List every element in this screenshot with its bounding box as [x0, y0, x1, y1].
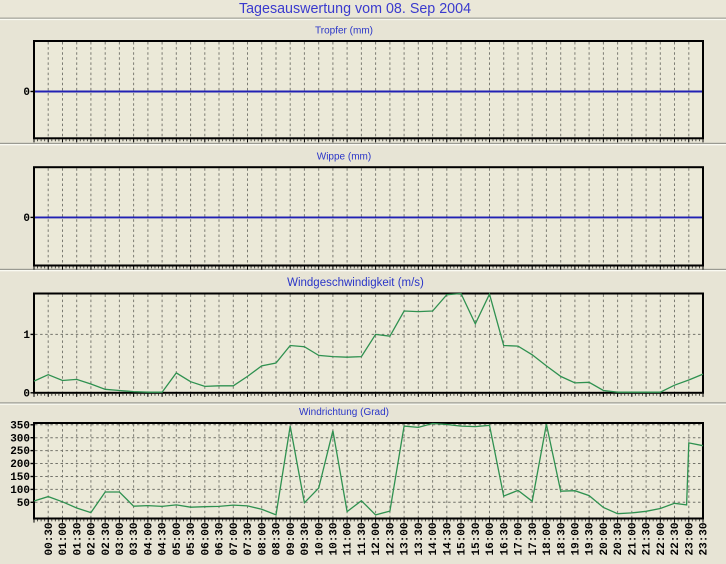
svg-text:02:30: 02:30	[101, 522, 113, 555]
svg-text:13:30: 13:30	[414, 522, 426, 555]
svg-text:100: 100	[10, 485, 30, 497]
svg-text:22:30: 22:30	[670, 522, 682, 555]
svg-text:05:00: 05:00	[172, 522, 184, 555]
svg-text:12:00: 12:00	[371, 522, 383, 555]
svg-text:11:30: 11:30	[357, 522, 369, 555]
svg-text:15:30: 15:30	[471, 522, 483, 555]
svg-text:21:30: 21:30	[642, 522, 654, 555]
svg-text:14:00: 14:00	[428, 522, 440, 555]
svg-text:07:00: 07:00	[229, 522, 241, 555]
svg-text:08:30: 08:30	[272, 522, 284, 555]
svg-text:0: 0	[23, 87, 30, 99]
svg-text:14:30: 14:30	[442, 522, 454, 555]
svg-text:00:30: 00:30	[44, 522, 56, 555]
svg-text:17:30: 17:30	[528, 522, 540, 555]
svg-text:07:30: 07:30	[243, 522, 255, 555]
svg-text:10:00: 10:00	[314, 522, 326, 555]
svg-text:200: 200	[10, 459, 30, 471]
svg-text:1: 1	[23, 330, 30, 342]
svg-text:19:30: 19:30	[585, 522, 597, 555]
svg-text:13:00: 13:00	[400, 522, 412, 555]
svg-text:04:00: 04:00	[144, 522, 156, 555]
svg-text:22:00: 22:00	[656, 522, 668, 555]
svg-text:09:00: 09:00	[286, 522, 298, 555]
svg-text:Windrichtung (Grad): Windrichtung (Grad)	[299, 407, 389, 418]
svg-text:09:30: 09:30	[300, 522, 312, 555]
svg-text:300: 300	[10, 433, 30, 445]
svg-text:06:00: 06:00	[200, 522, 212, 555]
svg-text:18:30: 18:30	[556, 522, 568, 555]
svg-text:250: 250	[10, 446, 30, 458]
svg-text:16:30: 16:30	[499, 522, 511, 555]
svg-text:03:00: 03:00	[115, 522, 127, 555]
svg-text:Tropfer (mm): Tropfer (mm)	[315, 26, 373, 37]
svg-text:0: 0	[23, 388, 30, 400]
svg-text:16:00: 16:00	[485, 522, 497, 555]
svg-text:05:30: 05:30	[186, 522, 198, 555]
svg-text:21:00: 21:00	[627, 522, 639, 555]
svg-text:20:00: 20:00	[599, 522, 611, 555]
svg-text:10:30: 10:30	[329, 522, 341, 555]
svg-text:06:30: 06:30	[215, 522, 227, 555]
svg-text:0: 0	[23, 213, 30, 225]
svg-text:02:00: 02:00	[87, 522, 99, 555]
svg-text:01:00: 01:00	[58, 522, 70, 555]
svg-text:17:00: 17:00	[514, 522, 526, 555]
svg-text:04:30: 04:30	[158, 522, 170, 555]
svg-text:15:00: 15:00	[457, 522, 469, 555]
svg-text:12:30: 12:30	[386, 522, 398, 555]
svg-text:50: 50	[17, 498, 30, 510]
svg-text:19:00: 19:00	[571, 522, 583, 555]
svg-text:11:00: 11:00	[343, 522, 355, 555]
svg-text:Windgeschwindigkeit (m/s): Windgeschwindigkeit (m/s)	[287, 277, 424, 289]
svg-text:18:00: 18:00	[542, 522, 554, 555]
svg-text:150: 150	[10, 472, 30, 484]
svg-text:03:30: 03:30	[129, 522, 141, 555]
svg-text:20:30: 20:30	[613, 522, 625, 555]
svg-text:23:30: 23:30	[699, 522, 711, 555]
svg-text:Wippe (mm): Wippe (mm)	[317, 152, 371, 163]
svg-text:01:30: 01:30	[72, 522, 84, 555]
svg-text:350: 350	[10, 420, 30, 432]
svg-text:Tagesauswertung vom 08. Sep 20: Tagesauswertung vom 08. Sep 2004	[239, 1, 471, 17]
svg-text:23:00: 23:00	[684, 522, 696, 555]
svg-text:08:00: 08:00	[257, 522, 269, 555]
